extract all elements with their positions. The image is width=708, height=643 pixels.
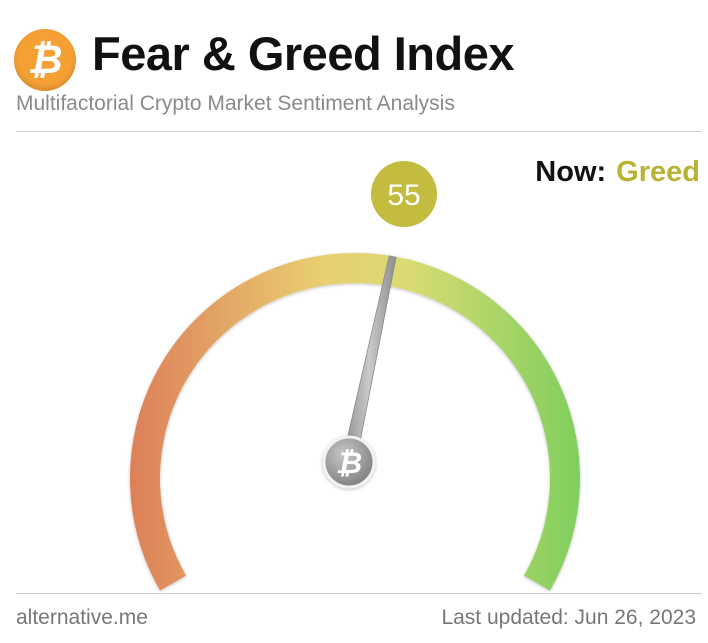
bitcoin-icon: ₿ [336, 446, 362, 481]
bitcoin-logo-icon: ₿ [14, 29, 76, 91]
page-subtitle: Multifactorial Crypto Market Sentiment A… [16, 92, 455, 115]
gauge-hub: ₿ [322, 435, 376, 489]
current-status: Now: Greed [535, 156, 700, 189]
source-link[interactable]: alternative.me [16, 606, 148, 629]
page-title: Fear & Greed Index [92, 27, 515, 80]
header: ₿ Fear & Greed Index [14, 24, 694, 94]
last-updated: Last updated: Jun 26, 2023 [441, 606, 696, 629]
top-divider [16, 131, 702, 132]
gauge-needle [341, 255, 397, 464]
logo-symbol: ₿ [27, 38, 63, 82]
fear-greed-gauge: ₿ 55 [130, 161, 580, 591]
now-label: Now: [535, 156, 607, 188]
value-badge: 55 [371, 161, 437, 227]
bottom-divider [16, 593, 702, 594]
gauge-arc [130, 253, 580, 591]
gauge-value: 55 [387, 179, 420, 212]
now-value: Greed [616, 156, 700, 188]
